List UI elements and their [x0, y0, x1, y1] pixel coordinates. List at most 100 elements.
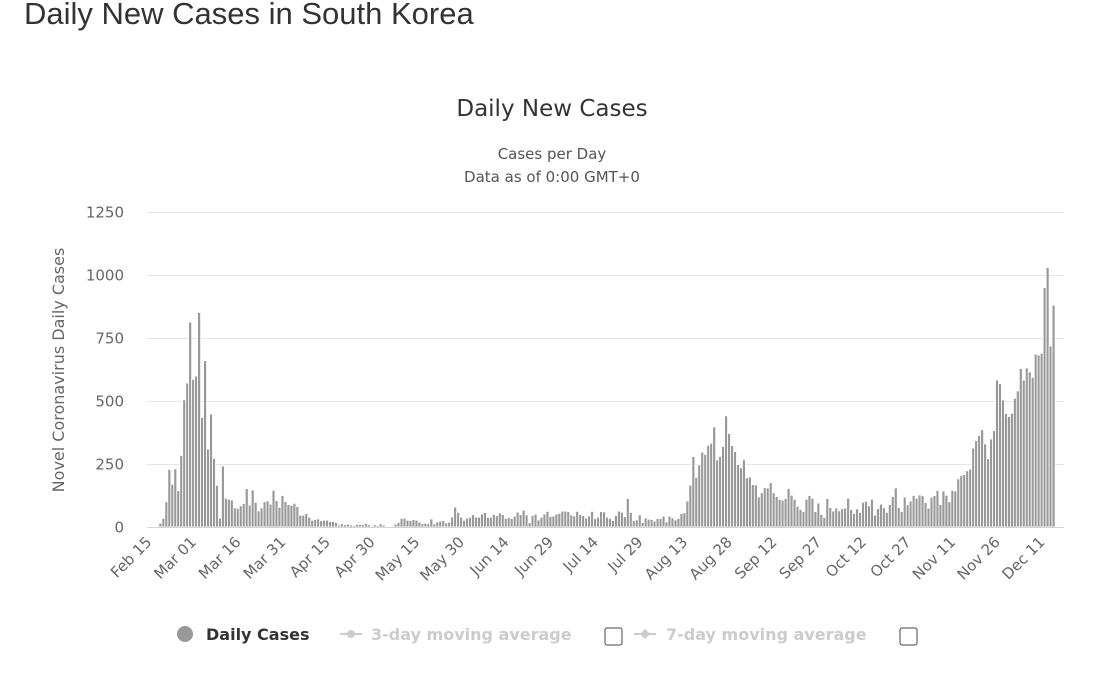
- bar-daily-cases[interactable]: [536, 519, 541, 528]
- bar-daily-cases[interactable]: [509, 518, 514, 528]
- bar-daily-cases[interactable]: [774, 496, 779, 528]
- bar-daily-cases[interactable]: [474, 516, 478, 528]
- bar-daily-cases[interactable]: [417, 521, 422, 528]
- bar-daily-cases[interactable]: [468, 517, 472, 528]
- bar-daily-cases[interactable]: [947, 501, 952, 528]
- bar-daily-cases[interactable]: [1039, 352, 1044, 528]
- bar-daily-cases[interactable]: [736, 464, 740, 528]
- bar-daily-cases[interactable]: [435, 521, 440, 528]
- bar-daily-cases[interactable]: [307, 516, 312, 528]
- bar-daily-cases[interactable]: [515, 511, 520, 528]
- bar-daily-cases[interactable]: [658, 518, 663, 528]
- bar-daily-cases[interactable]: [444, 522, 449, 528]
- bar-daily-cases[interactable]: [393, 523, 398, 528]
- bar-daily-cases[interactable]: [783, 498, 788, 528]
- bar-daily-cases[interactable]: [414, 519, 419, 528]
- bar-daily-cases[interactable]: [313, 519, 318, 528]
- bar-daily-cases[interactable]: [229, 499, 234, 528]
- bar-daily-cases[interactable]: [218, 517, 222, 528]
- bar-daily-cases[interactable]: [974, 440, 979, 528]
- bar-daily-cases[interactable]: [822, 517, 827, 528]
- bar-daily-cases[interactable]: [727, 433, 731, 528]
- bar-daily-cases[interactable]: [837, 510, 842, 528]
- bar-daily-cases[interactable]: [625, 498, 630, 528]
- bar-daily-cases[interactable]: [950, 489, 955, 528]
- bar-daily-cases[interactable]: [789, 494, 794, 528]
- bar-daily-cases[interactable]: [179, 455, 184, 528]
- bar-daily-cases[interactable]: [706, 444, 711, 528]
- bar-daily-cases[interactable]: [1033, 353, 1038, 528]
- bar-daily-cases[interactable]: [777, 499, 782, 528]
- bar-daily-cases[interactable]: [730, 445, 734, 528]
- bar-daily-cases[interactable]: [363, 523, 368, 528]
- bar-daily-cases[interactable]: [655, 518, 660, 528]
- bar-daily-cases[interactable]: [739, 467, 743, 528]
- bar-daily-cases[interactable]: [554, 513, 559, 528]
- bar-daily-cases[interactable]: [438, 520, 443, 528]
- bar-daily-cases[interactable]: [652, 520, 657, 528]
- bar-daily-cases[interactable]: [831, 510, 836, 528]
- bar-daily-cases[interactable]: [753, 484, 758, 528]
- bar-daily-cases[interactable]: [420, 523, 425, 528]
- bar-daily-cases[interactable]: [572, 515, 577, 528]
- bar-daily-cases[interactable]: [861, 501, 865, 528]
- bar-daily-cases[interactable]: [750, 484, 755, 528]
- bar-daily-cases[interactable]: [792, 498, 797, 528]
- bar-daily-cases[interactable]: [197, 312, 201, 528]
- bar-daily-cases[interactable]: [1001, 399, 1005, 528]
- bar-daily-cases[interactable]: [256, 510, 261, 528]
- bar-daily-cases[interactable]: [429, 518, 434, 528]
- legend-item-3-day-average[interactable]: 3-day moving average: [340, 625, 572, 644]
- bar-daily-cases[interactable]: [667, 515, 672, 528]
- bar-daily-cases[interactable]: [682, 512, 687, 528]
- bar-daily-cases[interactable]: [1048, 345, 1053, 528]
- bar-daily-cases[interactable]: [917, 494, 922, 528]
- bar-daily-cases[interactable]: [992, 430, 996, 528]
- bar-daily-cases[interactable]: [1036, 354, 1041, 528]
- bar-daily-cases[interactable]: [512, 515, 517, 528]
- bar-daily-cases[interactable]: [843, 507, 848, 528]
- bar-daily-cases[interactable]: [637, 514, 642, 528]
- bar-daily-cases[interactable]: [989, 438, 993, 528]
- bar-daily-cases[interactable]: [986, 458, 990, 528]
- bar-daily-cases[interactable]: [968, 468, 973, 528]
- bar-daily-cases[interactable]: [602, 511, 606, 528]
- bar-daily-cases[interactable]: [801, 511, 806, 528]
- bar-daily-cases[interactable]: [280, 495, 285, 528]
- bar-daily-cases[interactable]: [852, 512, 856, 528]
- bar-daily-cases[interactable]: [408, 520, 413, 528]
- bar-daily-cases[interactable]: [387, 526, 392, 528]
- bar-daily-cases[interactable]: [563, 510, 568, 528]
- bar-daily-cases[interactable]: [298, 514, 303, 528]
- bar-daily-cases[interactable]: [902, 496, 907, 528]
- bar-daily-cases[interactable]: [938, 504, 943, 528]
- bar-daily-cases[interactable]: [733, 451, 737, 528]
- bar-daily-cases[interactable]: [390, 525, 395, 528]
- bar-daily-cases[interactable]: [920, 495, 925, 528]
- bar-daily-cases[interactable]: [191, 378, 196, 528]
- bar-daily-cases[interactable]: [640, 522, 645, 528]
- bar-daily-cases[interactable]: [295, 506, 300, 528]
- bar-daily-cases[interactable]: [896, 507, 901, 528]
- bar-daily-cases[interactable]: [203, 360, 207, 528]
- bar-daily-cases[interactable]: [748, 476, 752, 528]
- bar-daily-cases[interactable]: [756, 496, 761, 528]
- bar-daily-cases[interactable]: [447, 521, 452, 528]
- bar-daily-cases[interactable]: [694, 476, 699, 528]
- bar-daily-cases[interactable]: [375, 525, 380, 528]
- bar-daily-cases[interactable]: [956, 478, 961, 528]
- bar-daily-cases[interactable]: [864, 500, 868, 528]
- bar-daily-cases[interactable]: [646, 518, 651, 528]
- bar-daily-cases[interactable]: [584, 517, 589, 528]
- bar-daily-cases[interactable]: [786, 488, 791, 528]
- bar-daily-cases[interactable]: [798, 508, 803, 528]
- bar-daily-cases[interactable]: [411, 519, 416, 528]
- bar-daily-cases[interactable]: [849, 509, 854, 528]
- bar-daily-cases[interactable]: [691, 456, 696, 528]
- bar-daily-cases[interactable]: [685, 500, 690, 528]
- bar-daily-cases[interactable]: [605, 516, 609, 528]
- bar-daily-cases[interactable]: [441, 520, 446, 528]
- bar-daily-cases[interactable]: [724, 415, 728, 528]
- bar-daily-cases[interactable]: [343, 524, 347, 528]
- bar-daily-cases[interactable]: [366, 524, 371, 528]
